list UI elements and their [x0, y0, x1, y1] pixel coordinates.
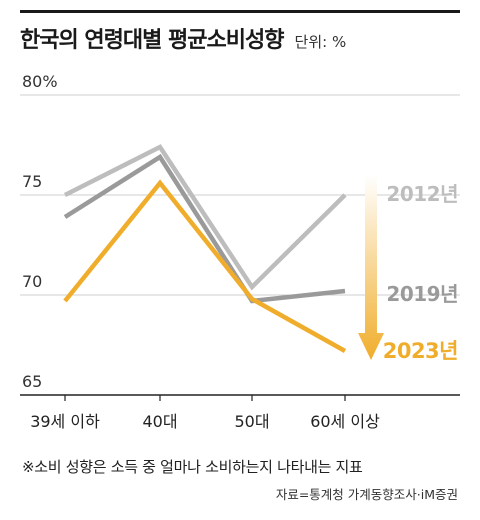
unit-label: 단위: %: [294, 33, 347, 51]
title-row: 한국의 연령대별 평균소비성향 단위: %: [20, 22, 346, 54]
series-label: 2019년: [386, 282, 458, 306]
footnote: ※소비 성향은 소득 중 얼마나 소비하는지 나타내는 지표: [22, 458, 363, 476]
series-labels: 2012년 2019년 2023년: [383, 182, 459, 363]
y-tick-label: 70: [22, 272, 42, 291]
y-tick-label: 80%: [22, 72, 58, 91]
axes: 80% 75 70 65 39세 이하 40대 50대 60세 이상: [20, 72, 460, 431]
series-line: [63, 179, 347, 353]
x-tick-label: 50대: [234, 412, 269, 431]
trend-arrow: [358, 175, 384, 360]
trend-arrow-shape: [358, 175, 384, 360]
x-tick-label: 39세 이하: [30, 412, 100, 431]
series-label: 2012년: [386, 182, 458, 206]
grid: [20, 94, 460, 296]
series-label: 2023년: [383, 339, 458, 363]
source-label: 자료=통계청 가계동향조사·iM증권: [275, 487, 458, 502]
x-tick-label: 60세 이상: [310, 412, 380, 431]
y-tick-label: 65: [22, 372, 42, 391]
x-tick-label: 40대: [142, 412, 177, 431]
chart-title: 한국의 연령대별 평균소비성향: [20, 28, 284, 53]
series-line: [63, 153, 346, 304]
series-line: [63, 144, 347, 291]
series-lines: [63, 144, 347, 353]
y-tick-label: 75: [22, 172, 42, 191]
top-rule: [20, 10, 460, 13]
